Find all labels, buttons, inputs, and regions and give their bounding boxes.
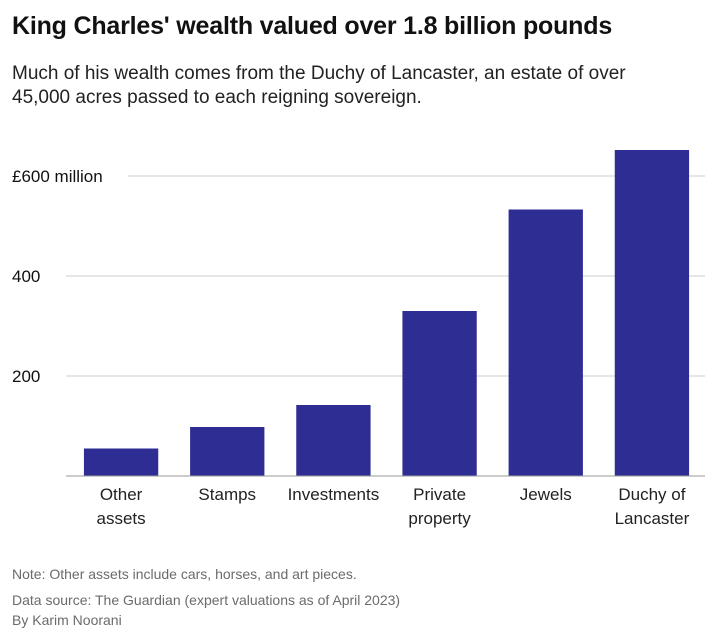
x-tick-label: Other assets: [97, 485, 146, 528]
bar: [614, 150, 690, 476]
y-tick-label: 400: [12, 267, 40, 286]
bar: [508, 209, 583, 476]
bar: [296, 405, 371, 476]
x-tick-label: Private property: [408, 485, 471, 528]
y-tick-label: £600 million: [12, 167, 103, 186]
bar-chart: 200 400 £600 million Other assets Stamps Inves…: [12, 150, 705, 528]
chart-subtitle: Much of his wealth comes from the Duchy …: [12, 63, 626, 108]
x-tick-label: Duchy of Lancaster: [615, 485, 690, 528]
x-tick-label: Stamps: [198, 485, 256, 504]
bar: [190, 427, 265, 476]
bar: [83, 448, 159, 476]
y-tick-label: 200: [12, 367, 40, 386]
x-tick-label: Jewels: [520, 485, 572, 504]
x-tick-label: Investments: [288, 485, 380, 504]
footnote: Note: Other assets include cars, horses,…: [12, 566, 357, 582]
data-source: Data source: The Guardian (expert valuat…: [12, 592, 401, 608]
bar: [402, 311, 477, 476]
chart-title: King Charles' wealth valued over 1.8 bil…: [12, 12, 613, 40]
author-credit: By Karim Noorani: [12, 612, 122, 628]
